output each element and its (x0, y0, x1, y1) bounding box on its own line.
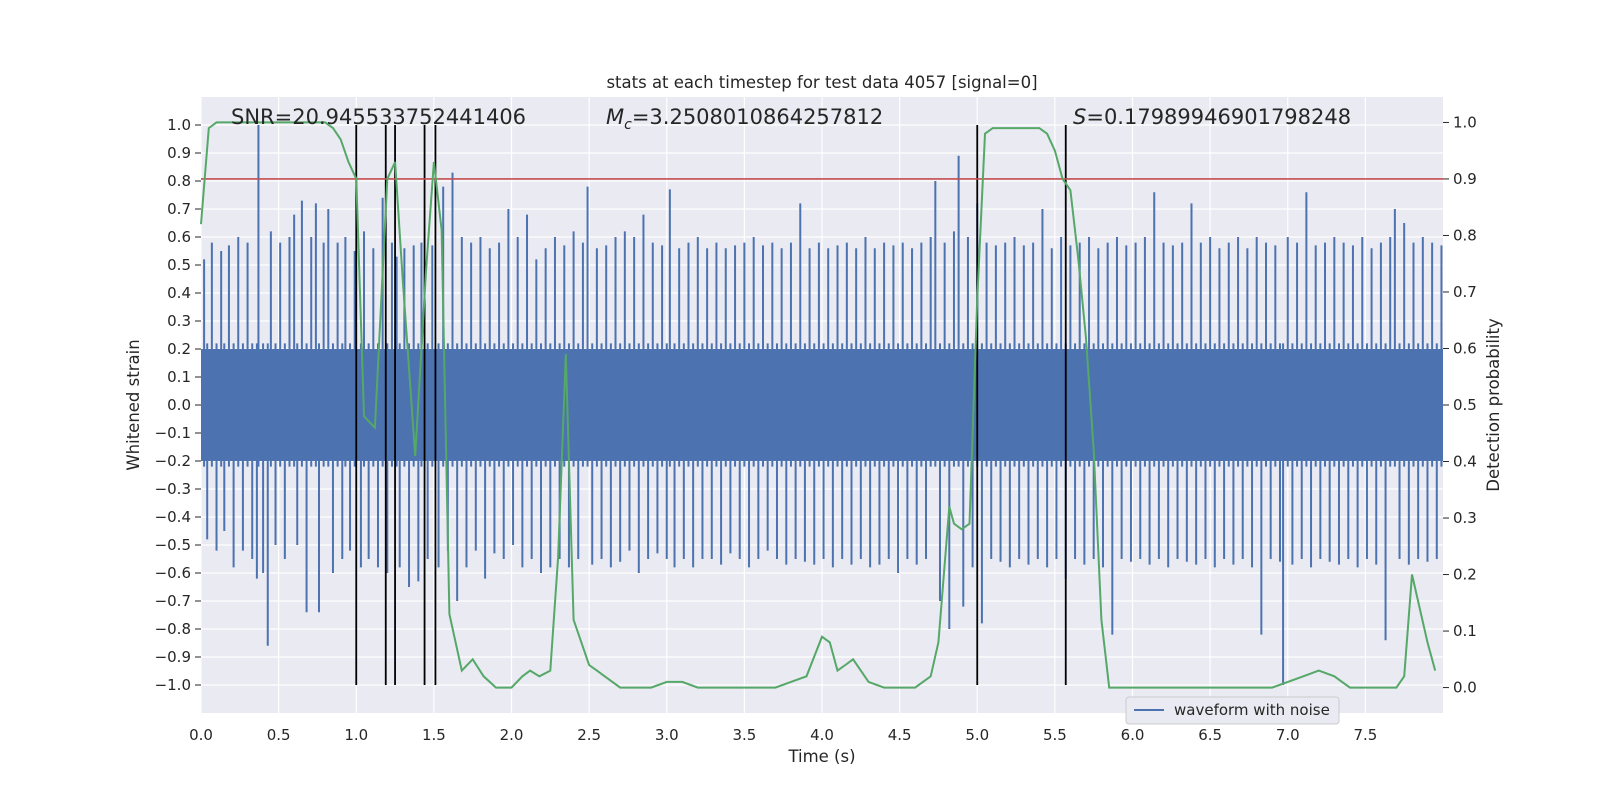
legend-label: waveform with noise (1174, 701, 1330, 719)
y-tick-label: 0.6 (167, 228, 191, 246)
y-tick-label: 0.0 (167, 396, 191, 414)
y-tick-label: 1.0 (167, 116, 191, 134)
y-tick-label: −0.8 (155, 620, 191, 638)
y-tick-label: 0.5 (167, 256, 191, 274)
y-tick-label: −0.3 (155, 480, 191, 498)
y2-tick-label: 0.6 (1453, 339, 1477, 357)
y-tick-label: 0.2 (167, 340, 191, 358)
legend: waveform with noise (1125, 696, 1340, 725)
y-tick-label: 0.9 (167, 144, 191, 162)
event-lines (355, 125, 1067, 685)
y-tick-label: 0.7 (167, 200, 191, 218)
x-tick-label: 0.0 (189, 726, 213, 744)
x-tick-label: 6.5 (1198, 726, 1222, 744)
y-tick-label: −0.2 (155, 452, 191, 470)
mc-symbol: M (606, 105, 624, 129)
x-tick-label: 0.5 (267, 726, 291, 744)
y-axis-label: Whitened strain (124, 339, 143, 470)
y-tick-label: 0.3 (167, 312, 191, 330)
y2-tick-label: 0.1 (1453, 622, 1477, 640)
y-axis-ticks: 1.0 0.9 0.8 0.7 0.6 0.5 0.4 0.3 0.2 0.1 0.0 −0.1 −0.… (155, 116, 201, 694)
y2-tick-label: 0.4 (1453, 453, 1477, 471)
y2-axis-label: Detection probability (1484, 318, 1503, 492)
s-annotation: S=0.17989946901798248 (1073, 105, 1351, 129)
chart-title: stats at each timestep for test data 405… (606, 73, 1037, 92)
y-tick-label: −1.0 (155, 676, 191, 694)
y2-tick-label: 0.5 (1453, 396, 1477, 414)
x-axis-label: Time (s) (787, 747, 855, 766)
probability-series (200, 121, 1437, 689)
y2-tick-label: 0.2 (1453, 566, 1477, 584)
x-tick-label: 3.5 (732, 726, 756, 744)
y-tick-label: 0.8 (167, 172, 191, 190)
x-tick-label: 4.0 (810, 726, 834, 744)
x-tick-label: 3.0 (655, 726, 679, 744)
y-tick-label: −0.5 (155, 536, 191, 554)
y2-tick-label: 0.7 (1453, 283, 1477, 301)
x-tick-label: 1.5 (422, 726, 446, 744)
x-tick-label: 7.5 (1353, 726, 1377, 744)
x-tick-label: 5.0 (965, 726, 989, 744)
chirp-mass-annotation: Mc=3.2508010864257812 (606, 105, 883, 133)
x-tick-label: 2.0 (500, 726, 524, 744)
legend-box (1125, 696, 1340, 725)
x-axis-ticks: 0.0 0.5 1.0 1.5 2.0 2.5 3.0 3.5 4.0 4.5 5.0 5.5 6.0 6… (189, 726, 1377, 744)
x-tick-label: 4.5 (888, 726, 912, 744)
mc-value: =3.2508010864257812 (632, 105, 883, 129)
mc-subscript: c (624, 117, 632, 133)
s-value: =0.17989946901798248 (1086, 105, 1351, 129)
y-tick-label: 0.1 (167, 368, 191, 386)
x-tick-label: 7.0 (1276, 726, 1300, 744)
y2-tick-label: 1.0 (1453, 113, 1477, 131)
y2-axis-ticks: 1.0 0.9 0.8 0.7 0.6 0.5 0.4 0.3 0.2 0.1 0.0 (1443, 113, 1477, 697)
x-tick-label: 1.0 (344, 726, 368, 744)
y-tick-label: −0.7 (155, 592, 191, 610)
waveform-series (201, 125, 1443, 685)
y2-tick-label: 0.9 (1453, 170, 1477, 188)
y2-tick-label: 0.3 (1453, 509, 1477, 527)
y-tick-label: −0.9 (155, 648, 191, 666)
x-tick-label: 2.5 (577, 726, 601, 744)
y-tick-label: 0.4 (167, 284, 191, 302)
y-tick-label: −0.1 (155, 424, 191, 442)
y-tick-label: −0.4 (155, 508, 191, 526)
y2-tick-label: 0.8 (1453, 226, 1477, 244)
x-tick-label: 6.0 (1121, 726, 1145, 744)
s-symbol: S (1073, 105, 1086, 129)
y-tick-label: −0.6 (155, 564, 191, 582)
x-tick-label: 5.5 (1043, 726, 1067, 744)
y2-tick-label: 0.0 (1453, 679, 1477, 697)
snr-annotation: SNR=20.945533752441406 (231, 105, 526, 129)
